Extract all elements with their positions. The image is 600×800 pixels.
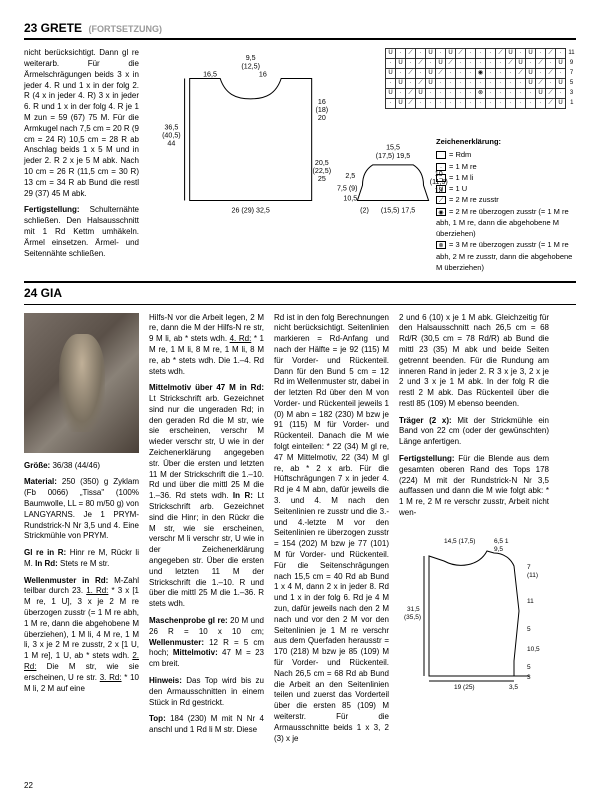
svg-text:5: 5	[527, 664, 531, 671]
svg-text:16: 16	[259, 71, 267, 79]
legend-item: ⊗= 3 M re überzogen zusstr (= 1 M re abh…	[436, 239, 576, 273]
legend-item: ◉= 2 M re überzogen zusstr (= 1 M re abh…	[436, 206, 576, 240]
size-val: 36/38 (44/46)	[52, 461, 100, 470]
mittel-label: Mittelmotiv über 47 M in Rd:	[149, 383, 264, 392]
gia-c4a: 2 und 6 (10) x je 1 M abk. Gleichzeitig …	[399, 313, 549, 410]
chart-grid: U·⟋·U·U⟋···⟋U·U·⟋·11 ·U·⟋·U⟋·····⟋U·⟋·U9…	[385, 48, 576, 109]
svg-text:(2): (2)	[360, 207, 369, 215]
hint-label: Hinweis:	[149, 676, 182, 685]
legend-item: ⟋= 2 M re zusstr	[436, 194, 576, 205]
legend-item: ·= 1 M re	[436, 161, 576, 172]
header-sub: (FORTSETZUNG)	[89, 24, 163, 34]
svg-text:25: 25	[318, 175, 326, 183]
svg-text:6,5 1: 6,5 1	[494, 538, 509, 545]
svg-text:14,5 (17,5): 14,5 (17,5)	[444, 538, 475, 545]
svg-text:31,5: 31,5	[407, 606, 420, 613]
legend-item: = Rdm	[436, 149, 576, 160]
legend-item: –= 1 M li	[436, 172, 576, 183]
svg-text:20: 20	[318, 114, 326, 122]
svg-text:36,5: 36,5	[164, 124, 178, 132]
top-label: Top:	[149, 714, 166, 723]
knitting-chart: U·⟋·U·U⟋···⟋U·U·⟋·11 ·U·⟋·U⟋·····⟋U·⟋·U9…	[385, 48, 576, 109]
grete-p2: Fertigstellung: Schulternähte schließen.…	[24, 205, 139, 259]
legend-title: Zeichenerklärung:	[436, 136, 576, 147]
gia-schematic: 14,5 (17,5) 6,5 1 9,5 7 (11) 11 5 10,5 5…	[399, 531, 549, 691]
svg-text:20,5: 20,5	[315, 159, 329, 167]
gia-col1: Größe: 36/38 (44/46) Material: 250 (350)…	[24, 313, 139, 751]
svg-text:3: 3	[527, 674, 531, 681]
wave-label: Wellenmuster in Rd:	[24, 576, 108, 585]
page-number: 22	[24, 781, 33, 792]
model-photo	[24, 313, 139, 453]
svg-text:16,5: 16,5	[203, 71, 217, 79]
svg-text:(18): (18)	[316, 106, 329, 114]
material-val: 250 (350) g Zyklam (Fb 0066) „Tissa" (10…	[24, 477, 139, 540]
svg-text:9,5: 9,5	[494, 546, 503, 553]
svg-text:5: 5	[527, 626, 531, 633]
gia-col2: Hilfs-N vor die Arbeit legen, 2 M re, da…	[149, 313, 264, 751]
svg-text:(17,5) 19,5: (17,5) 19,5	[376, 152, 410, 160]
material-label: Material:	[24, 477, 57, 486]
grete-finish-label: Fertigstellung:	[24, 205, 80, 214]
svg-text:(22,5): (22,5)	[313, 167, 332, 175]
svg-text:26 (29) 32,5: 26 (29) 32,5	[231, 207, 269, 215]
grete-diagram-area: 9,5 (12,5) 16 16,5 16 (18) 20 36,5 (40,5…	[149, 48, 576, 265]
glre-label: Gl re in R:	[24, 548, 66, 557]
section-24-columns: Größe: 36/38 (44/46) Material: 250 (350)…	[24, 313, 576, 751]
section-header-24: 24 GIA	[24, 281, 576, 304]
svg-text:9,5: 9,5	[246, 54, 256, 62]
finish-label: Fertigstellung:	[399, 454, 455, 463]
svg-text:19 (25): 19 (25)	[454, 684, 475, 691]
size-label: Größe:	[24, 461, 50, 470]
svg-text:7,5 (9): 7,5 (9)	[337, 185, 358, 193]
gauge-label: Maschenprobe gl re:	[149, 616, 228, 625]
svg-text:10,5: 10,5	[343, 195, 357, 203]
svg-text:(12,5): (12,5)	[241, 63, 260, 71]
header-num: 23 GRETE	[24, 21, 82, 35]
svg-text:(35,5): (35,5)	[404, 614, 421, 621]
grete-p1: nicht berücksichtigt. Dann gl re weitera…	[24, 48, 139, 199]
section-header-23: 23 GRETE (FORTSETZUNG)	[24, 20, 576, 40]
svg-text:10,5: 10,5	[527, 646, 540, 653]
svg-text:7: 7	[527, 564, 531, 571]
header-24-num: 24 GIA	[24, 286, 62, 300]
svg-text:(40,5): (40,5)	[162, 132, 181, 140]
svg-text:2,5: 2,5	[345, 172, 355, 180]
gia-c3-text: Rd ist in den folg Berechnungen nicht be…	[274, 313, 389, 745]
svg-text:16: 16	[318, 98, 326, 106]
grete-text-col: nicht berücksichtigt. Dann gl re weitera…	[24, 48, 139, 265]
svg-text:3,5: 3,5	[509, 684, 518, 691]
svg-text:44: 44	[167, 140, 175, 148]
section-23-row: nicht berücksichtigt. Dann gl re weitera…	[24, 48, 576, 265]
gia-col3: Rd ist in den folg Berechnungen nicht be…	[274, 313, 389, 751]
legend-item: U= 1 U	[436, 183, 576, 194]
legend-box: Zeichenerklärung: = Rdm ·= 1 M re –= 1 M…	[436, 136, 576, 273]
traeger-label: Träger (2 x):	[399, 416, 452, 425]
svg-text:(11): (11)	[527, 572, 538, 579]
gia-col4: 2 und 6 (10) x je 1 M abk. Gleichzeitig …	[399, 313, 549, 751]
svg-text:15,5: 15,5	[386, 144, 400, 152]
svg-text:(15,5) 17,5: (15,5) 17,5	[381, 207, 415, 215]
svg-text:11: 11	[527, 598, 534, 605]
